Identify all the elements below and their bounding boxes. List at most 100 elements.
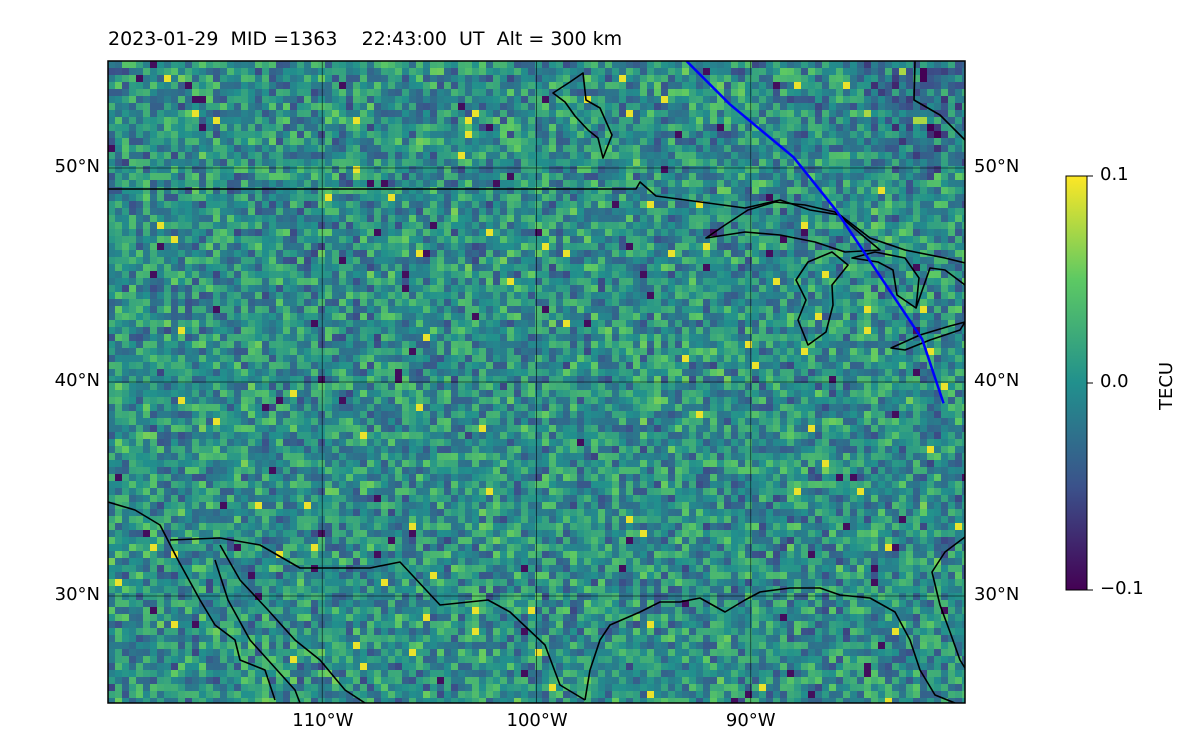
tec-cell <box>206 166 214 174</box>
tec-cell <box>822 334 830 342</box>
tec-cell <box>850 145 858 153</box>
tec-cell <box>913 96 921 104</box>
tec-cell <box>507 131 515 139</box>
tec-cell <box>563 222 571 230</box>
tec-cell <box>556 159 564 167</box>
tec-cell <box>542 187 550 195</box>
tec-cell <box>731 271 739 279</box>
tec-cell <box>486 89 494 97</box>
tec-cell <box>304 138 312 146</box>
tec-cell <box>934 68 942 76</box>
tec-cell <box>276 201 284 209</box>
tec-cell <box>297 341 305 349</box>
tec-cell <box>717 215 725 223</box>
tec-cell <box>689 68 697 76</box>
tec-cell <box>339 306 347 314</box>
tec-cell <box>437 229 445 237</box>
tec-cell <box>143 229 151 237</box>
tec-cell <box>710 187 718 195</box>
tec-cell <box>395 243 403 251</box>
tec-cell <box>675 173 683 181</box>
tec-cell <box>416 124 424 132</box>
tec-cell <box>577 159 585 167</box>
tec-cell <box>773 222 781 230</box>
tec-cell <box>206 61 214 69</box>
tec-cell <box>864 110 872 118</box>
tec-cell <box>416 131 424 139</box>
tec-cell <box>185 299 193 307</box>
tec-cell <box>871 117 879 125</box>
tec-cell <box>787 68 795 76</box>
tec-cell <box>752 285 760 293</box>
tec-cell <box>318 187 326 195</box>
tec-cell <box>171 131 179 139</box>
tec-cell <box>164 292 172 300</box>
tec-cell <box>262 145 270 153</box>
tec-cell <box>192 117 200 125</box>
tec-cell <box>717 285 725 293</box>
tec-cell <box>913 313 921 321</box>
tec-cell <box>640 194 648 202</box>
tec-cell <box>255 243 263 251</box>
tec-cell <box>318 313 326 321</box>
tec-cell <box>206 243 214 251</box>
tec-cell <box>885 306 893 314</box>
tec-cell <box>346 299 354 307</box>
tec-cell <box>598 201 606 209</box>
tec-cell <box>150 243 158 251</box>
tec-cell <box>794 285 802 293</box>
tec-cell <box>913 201 921 209</box>
tec-cell <box>598 61 606 69</box>
tec-cell <box>633 299 641 307</box>
tec-cell <box>885 166 893 174</box>
tec-cell <box>752 320 760 328</box>
tec-cell <box>836 264 844 272</box>
tec-cell <box>906 229 914 237</box>
tec-cell <box>577 271 585 279</box>
tec-cell <box>297 271 305 279</box>
tec-cell <box>367 82 375 90</box>
tec-cell <box>150 306 158 314</box>
tec-cell <box>136 96 144 104</box>
tec-cell <box>318 117 326 125</box>
tec-cell <box>857 222 865 230</box>
tec-cell <box>766 257 774 265</box>
tec-cell <box>367 68 375 76</box>
tec-cell <box>388 229 396 237</box>
tec-cell <box>136 313 144 321</box>
tec-cell <box>549 271 557 279</box>
tec-cell <box>549 152 557 160</box>
tec-cell <box>458 145 466 153</box>
tec-cell <box>297 180 305 188</box>
tec-cell <box>430 110 438 118</box>
tec-cell <box>913 334 921 342</box>
tec-cell <box>661 299 669 307</box>
tec-cell <box>339 103 347 111</box>
tec-cell <box>626 313 634 321</box>
tec-cell <box>689 82 697 90</box>
tec-cell <box>255 166 263 174</box>
tec-cell <box>535 159 543 167</box>
tec-cell <box>402 229 410 237</box>
tec-cell <box>682 229 690 237</box>
tec-cell <box>283 320 291 328</box>
tec-cell <box>633 229 641 237</box>
tec-cell <box>955 68 963 76</box>
tec-cell <box>136 320 144 328</box>
tec-cell <box>703 334 711 342</box>
tec-cell <box>633 96 641 104</box>
tec-cell <box>759 236 767 244</box>
tec-cell <box>633 222 641 230</box>
tec-cell <box>864 299 872 307</box>
tec-cell <box>521 68 529 76</box>
tec-cell <box>262 257 270 265</box>
tec-cell <box>612 250 620 258</box>
tec-cell <box>437 138 445 146</box>
tec-cell <box>122 334 130 342</box>
tec-cell <box>836 278 844 286</box>
tec-cell <box>773 68 781 76</box>
tec-cell <box>304 306 312 314</box>
tec-cell <box>535 222 543 230</box>
tec-cell <box>269 194 277 202</box>
tec-cell <box>633 250 641 258</box>
